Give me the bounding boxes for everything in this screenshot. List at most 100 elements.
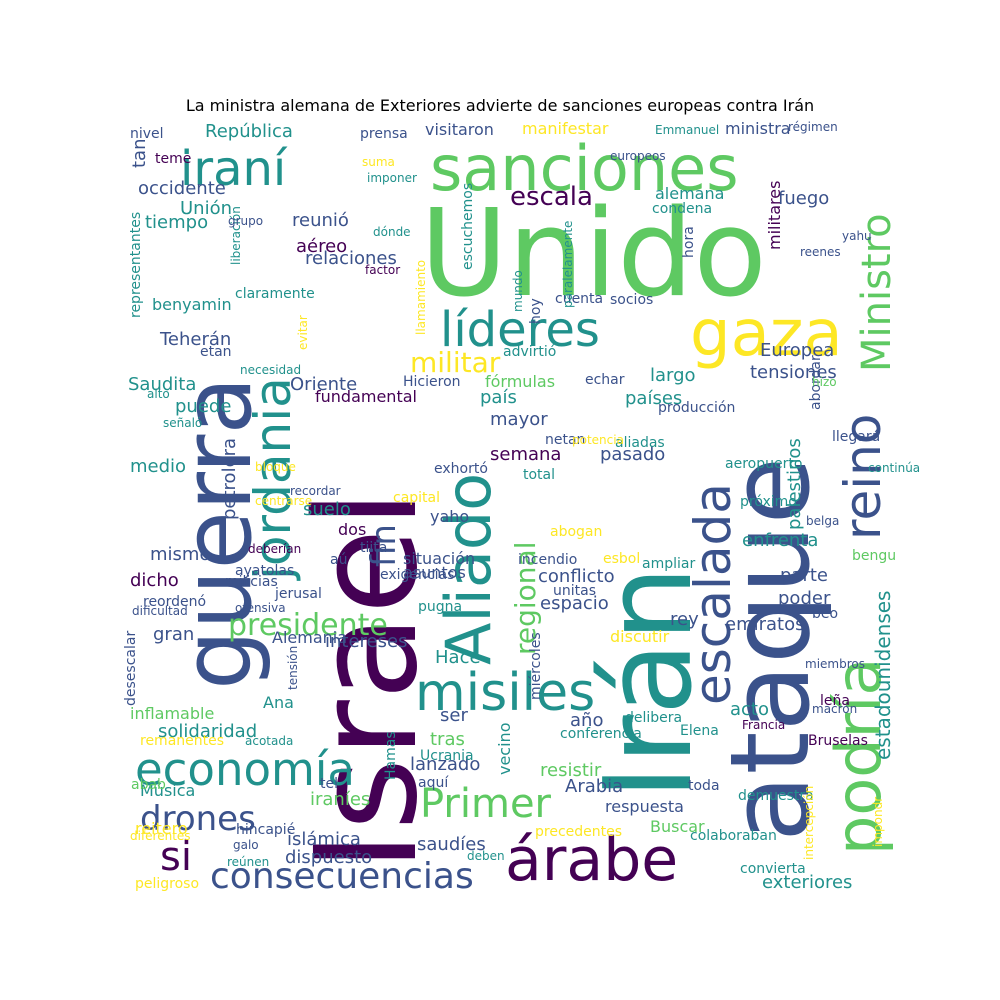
word-medio: medio bbox=[130, 456, 186, 477]
word-teheran: Teherán bbox=[159, 329, 231, 350]
word-hizo: hizo bbox=[812, 375, 837, 389]
word-reunio: reunió bbox=[292, 210, 349, 231]
word-benyamin: benyamin bbox=[152, 295, 232, 314]
word-continua: continúa bbox=[868, 461, 920, 475]
word-reordeno: reordenó bbox=[143, 594, 206, 610]
word-emmanuel: Emmanuel bbox=[655, 123, 719, 137]
word-sanciones: sanciones bbox=[430, 132, 739, 205]
word-socios: socios bbox=[610, 292, 653, 308]
word-buscar: Buscar bbox=[650, 817, 705, 836]
word-drones: drones bbox=[140, 799, 256, 839]
word-toda: toda bbox=[688, 778, 720, 794]
word-europeos: europeos bbox=[610, 149, 666, 163]
chart-title: La ministra alemana de Exteriores advier… bbox=[185, 96, 815, 115]
word-condena: condena bbox=[652, 201, 712, 217]
word-arabia: Arabia bbox=[565, 776, 623, 797]
word-evitar: evitar bbox=[296, 315, 310, 350]
word-incendio: incendio bbox=[518, 552, 577, 568]
word-mayor: mayor bbox=[490, 409, 548, 430]
word-aqui: aquí bbox=[418, 775, 449, 791]
word-senalo: señaló bbox=[163, 416, 202, 430]
word-visitaron: visitaron bbox=[425, 120, 494, 139]
word-bengu: bengu bbox=[852, 548, 896, 564]
word-occidente: occidente bbox=[138, 178, 226, 199]
word-escuchemos: escuchemos bbox=[460, 183, 476, 270]
word-intercepcion: intercepción bbox=[802, 786, 816, 860]
word-oriente: Oriente bbox=[290, 374, 357, 395]
word-unitas: unitas bbox=[553, 583, 596, 599]
word-aliado: Aliado bbox=[432, 473, 505, 665]
word-ataque: ataque bbox=[706, 457, 834, 842]
word-proximo: próximo bbox=[740, 494, 797, 510]
word-au: aú bbox=[330, 552, 347, 568]
word-puede: puede bbox=[175, 396, 231, 417]
word-ayatolas: ayatolas bbox=[235, 563, 294, 579]
word-dificultad: dificultad bbox=[132, 604, 188, 618]
word-europea: Europea bbox=[760, 340, 834, 361]
word-espacio: espacio bbox=[540, 593, 609, 614]
word-yahu: yahu bbox=[842, 229, 872, 243]
word-jordania: jordania bbox=[244, 377, 302, 581]
word-fundamental: fundamental bbox=[315, 387, 417, 406]
word-nivel: nivel bbox=[130, 126, 164, 142]
word-advirtio: advirtió bbox=[503, 344, 556, 360]
word-tel: tel bbox=[320, 776, 338, 792]
word-tras: tras bbox=[430, 729, 465, 750]
word-echar: echar bbox=[585, 372, 625, 388]
word-ana: Ana bbox=[263, 693, 294, 712]
word-imponer: imponer bbox=[367, 171, 417, 185]
word-primer: Primer bbox=[420, 781, 552, 827]
word-aereo: aéreo bbox=[296, 236, 347, 257]
word-demuestra: demuestra bbox=[738, 788, 814, 804]
word-dos: dos bbox=[338, 520, 366, 539]
word-factor: factor bbox=[365, 263, 400, 277]
word-llamamiento: llamamiento bbox=[414, 260, 428, 335]
word-gaza: gaza bbox=[690, 297, 843, 371]
word-remanentes: remanentes bbox=[140, 733, 224, 749]
word-deberian: deberían bbox=[248, 542, 301, 556]
word-desescalar: desescalar bbox=[123, 631, 139, 706]
word-misiles: misiles bbox=[415, 663, 595, 723]
word-tensiones: tensiones bbox=[750, 362, 837, 383]
word-asuntos: asuntos bbox=[403, 563, 466, 582]
word-reenes: reenes bbox=[800, 245, 841, 259]
word-abordar: abordar bbox=[808, 355, 824, 410]
word-beo: beo bbox=[812, 606, 838, 622]
word-etan: etan bbox=[200, 344, 232, 360]
word-miembros: miembros bbox=[805, 657, 865, 671]
word-prensa: prensa bbox=[360, 126, 408, 142]
word-aliadas: aliadas bbox=[615, 435, 665, 451]
word-convierta: convierta bbox=[740, 861, 806, 877]
word-tan: tan bbox=[129, 139, 150, 169]
word-tiita: tiita bbox=[360, 540, 387, 556]
word-lena: leña bbox=[820, 693, 850, 709]
word-presidente: presidente bbox=[228, 608, 388, 643]
word-bruselas: Bruselas bbox=[808, 733, 868, 749]
word-islamica: islámica bbox=[287, 829, 361, 850]
word-milicias: milicias bbox=[225, 574, 278, 590]
word-hincapie: hincapié bbox=[236, 822, 295, 838]
word-ano: año bbox=[570, 710, 603, 731]
word-iran: Irán bbox=[580, 566, 719, 800]
word-ampliar: ampliar bbox=[642, 556, 695, 572]
word-si: si bbox=[160, 834, 192, 880]
word-manifestar: manifestar bbox=[522, 119, 609, 138]
word-cuenta: cuenta bbox=[555, 291, 603, 307]
word-peligroso: peligroso bbox=[135, 876, 199, 892]
word-reitero: reitero bbox=[135, 819, 188, 838]
word-belga: belga bbox=[806, 514, 839, 528]
word-reino: reino bbox=[834, 414, 892, 540]
word-alemania: Alemania bbox=[272, 628, 347, 647]
word-pasado: pasado bbox=[600, 444, 665, 465]
word-diferentes: diferentes bbox=[130, 829, 191, 843]
word-teme: teme bbox=[155, 151, 191, 167]
word-consecuencias: consecuencias bbox=[210, 856, 474, 897]
word-saudita: Saudita bbox=[128, 374, 196, 395]
word-exhorto: exhortó bbox=[434, 461, 488, 477]
word-palestinos: palestinos bbox=[784, 438, 805, 530]
word-vecino: vecino bbox=[495, 723, 514, 775]
word-dispuesto: dispuesto bbox=[285, 847, 372, 868]
word-claramente: claramente bbox=[235, 286, 315, 302]
word-galo: galo bbox=[233, 838, 259, 852]
